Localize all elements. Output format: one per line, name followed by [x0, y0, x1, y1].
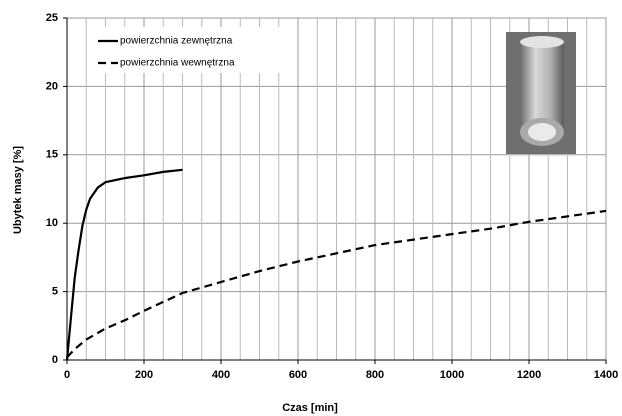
x-tick-label: 400: [212, 369, 230, 381]
legend-label: powierzchnia wewnętrzna: [120, 58, 235, 69]
x-tick-label: 1400: [594, 369, 618, 381]
plot: [65, 168, 607, 361]
x-tick-label: 200: [135, 369, 153, 381]
legend: [90, 27, 290, 73]
x-tick-label: 0: [64, 369, 70, 381]
x-axis-label: Czas [min]: [282, 402, 338, 414]
y-tick-label: 0: [52, 354, 58, 366]
legend-label: powierzchnia zewnętrzna: [120, 36, 233, 47]
x-tick-label: 1200: [517, 369, 541, 381]
x-tick-label: 1000: [440, 369, 464, 381]
x-tick-label: 600: [289, 369, 307, 381]
legend-entries: powierzchnia zewnętrzna powierzchnia wewn…: [98, 36, 235, 69]
x-tick-label: 800: [366, 369, 384, 381]
y-tick-label: 5: [52, 286, 58, 298]
photo: [506, 32, 576, 154]
y-tick-label: 10: [46, 217, 58, 229]
data-line: [66, 209, 607, 359]
y-tick-label: 15: [46, 149, 58, 161]
y-tick-label: 25: [46, 12, 58, 24]
y-tick-label: 20: [46, 80, 58, 92]
data-line: [65, 168, 183, 361]
y-axis-label: Ubytek masy [%]: [12, 146, 24, 234]
